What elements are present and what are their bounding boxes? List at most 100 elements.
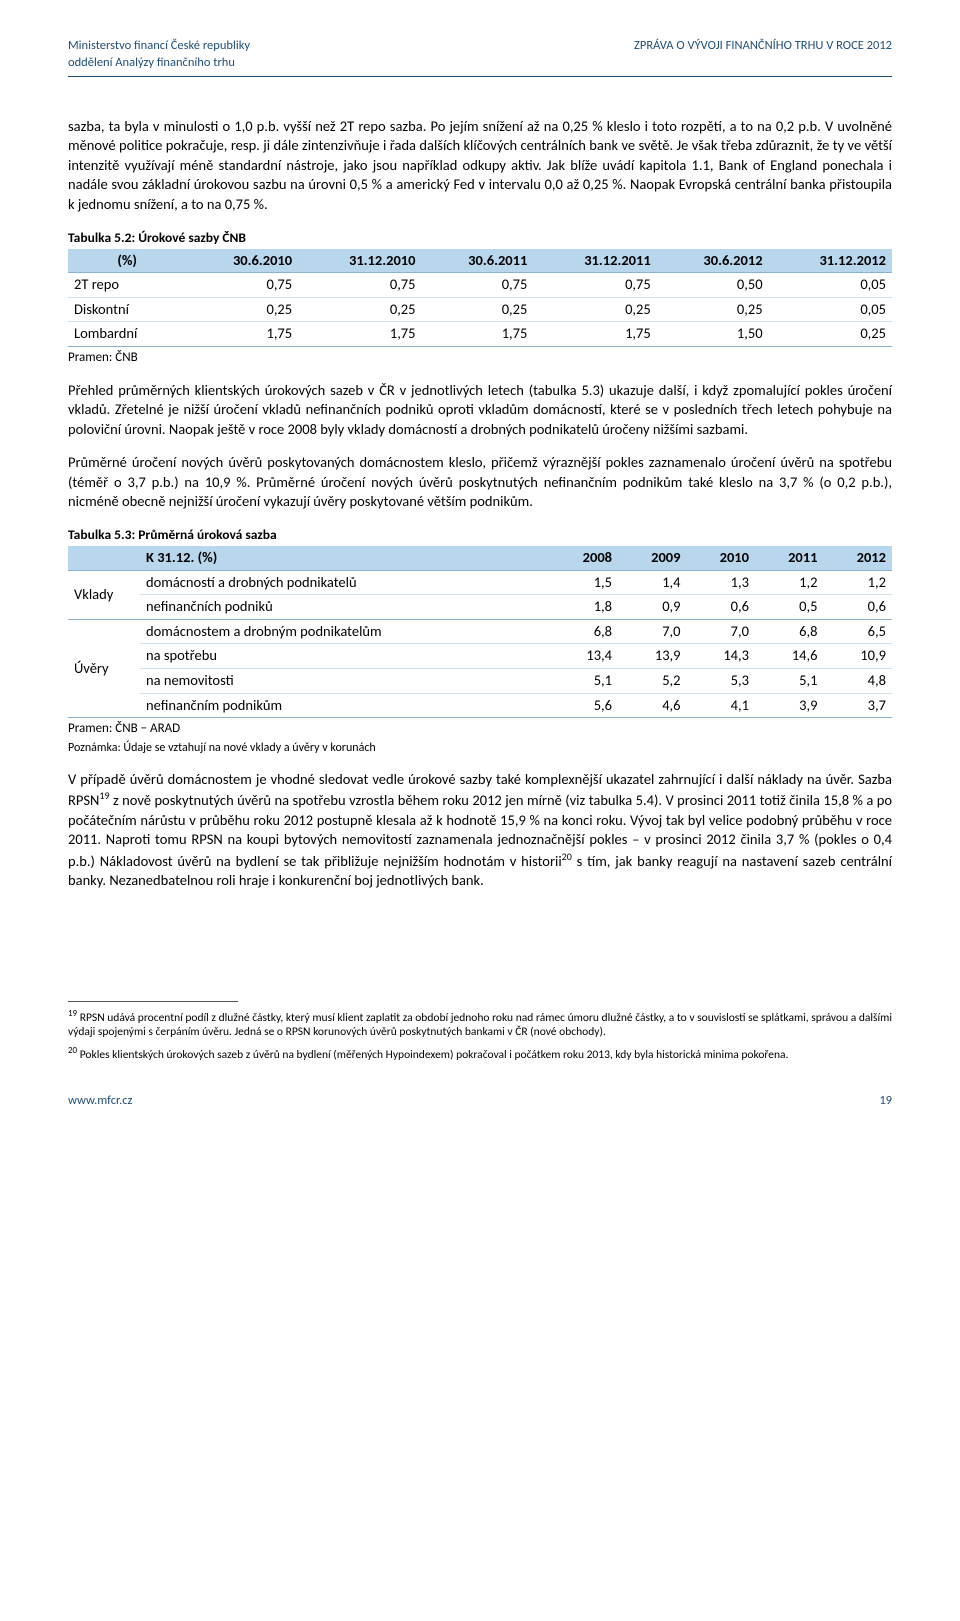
- t53-cell: 6,5: [823, 619, 892, 644]
- t52-cell: 0,05: [769, 273, 892, 298]
- t53-cell: 7,0: [618, 619, 686, 644]
- table-row: na spotřebu 13,4 13,9 14,3 14,6 10,9: [68, 644, 892, 669]
- table-row: na nemovitosti 5,1 5,2 5,3 5,1 4,8: [68, 668, 892, 693]
- t53-cell: 6,8: [755, 619, 823, 644]
- page-header: Ministerstvo financí České republiky odd…: [68, 38, 892, 77]
- footnote-ref-19: 19: [99, 789, 109, 802]
- paragraph-3: Průměrné úročení nových úvěrů poskytovan…: [68, 453, 892, 512]
- table-row: Lombardní 1,75 1,75 1,75 1,75 1,50 0,25: [68, 322, 892, 347]
- t53-cell: 4,6: [618, 693, 686, 718]
- footnote-ref-20: 20: [562, 850, 572, 863]
- t53-cell: 5,2: [618, 668, 686, 693]
- t53-spacer: [68, 546, 140, 570]
- t52-cell: 0,75: [186, 273, 298, 298]
- page-footer: www.mfcr.cz 19: [68, 1093, 892, 1110]
- t52-cell: 1,75: [533, 322, 656, 347]
- table52-col0: (%): [68, 249, 186, 273]
- table52-col4: 31.12.2011: [533, 249, 656, 273]
- t52-r0-label: 2T repo: [68, 273, 186, 298]
- table53-caption: Tabulka 5.3: Průměrná úroková sazba: [68, 526, 892, 544]
- paragraph-1: sazba, ta byla v minulosti o 1,0 p.b. vy…: [68, 117, 892, 215]
- t52-cell: 1,75: [186, 322, 298, 347]
- t52-cell: 1,50: [657, 322, 769, 347]
- t53-col2: 2009: [618, 546, 686, 570]
- t52-r1-label: Diskontní: [68, 297, 186, 322]
- t53-col5: 2012: [823, 546, 892, 570]
- t53-cell: 7,0: [687, 619, 755, 644]
- paragraph-4: V případě úvěrů domácnostem je vhodné sl…: [68, 770, 892, 891]
- table-row: Vklady domácností a drobných podnikatelů…: [68, 570, 892, 595]
- t53-cell: 5,1: [550, 668, 618, 693]
- t53-rowlabel: domácností a drobných podnikatelů: [140, 570, 550, 595]
- t53-cell: 1,8: [550, 595, 618, 620]
- t53-group-vklady: Vklady: [68, 570, 140, 619]
- table-row: Úvěry domácnostem a drobným podnikatelům…: [68, 619, 892, 644]
- footnote-rule: [68, 1001, 238, 1002]
- t52-cell: 1,75: [298, 322, 421, 347]
- header-left-line2: oddělení Analýzy finančního trhu: [68, 55, 250, 72]
- t53-col4: 2011: [755, 546, 823, 570]
- t52-cell: 0,05: [769, 297, 892, 322]
- t53-cell: 1,2: [755, 570, 823, 595]
- t52-cell: 0,75: [422, 273, 534, 298]
- footnote-19: 19 RPSN udává procentní podíl z dlužné č…: [68, 1008, 892, 1040]
- t53-cell: 5,6: [550, 693, 618, 718]
- table-row: Diskontní 0,25 0,25 0,25 0,25 0,25 0,05: [68, 297, 892, 322]
- t52-cell: 0,25: [298, 297, 421, 322]
- t53-cell: 3,9: [755, 693, 823, 718]
- t53-cell: 6,8: [550, 619, 618, 644]
- t52-cell: 0,75: [298, 273, 421, 298]
- table52-col3: 30.6.2011: [422, 249, 534, 273]
- table-52: (%) 30.6.2010 31.12.2010 30.6.2011 31.12…: [68, 249, 892, 347]
- t53-col0: K 31.12. (%): [140, 546, 550, 570]
- table52-caption: Tabulka 5.2: Úrokové sazby ČNB: [68, 229, 892, 247]
- table53-source: Pramen: ČNB − ARAD: [68, 720, 892, 738]
- fn19-num: 19: [68, 1008, 77, 1019]
- t53-cell: 14,6: [755, 644, 823, 669]
- footnote-20: 20 Pokles klientských úrokových sazeb z …: [68, 1045, 892, 1062]
- table-row: nefinančním podnikům 5,6 4,6 4,1 3,9 3,7: [68, 693, 892, 718]
- t53-cell: 0,6: [687, 595, 755, 620]
- fn20-text: Pokles klientských úrokových sazeb z úvě…: [77, 1048, 788, 1062]
- table52-source: Pramen: ČNB: [68, 349, 892, 367]
- t53-rowlabel: na nemovitosti: [140, 668, 550, 693]
- t52-cell: 0,25: [769, 322, 892, 347]
- t52-cell: 0,25: [422, 297, 534, 322]
- t53-cell: 1,3: [687, 570, 755, 595]
- footer-url: www.mfcr.cz: [68, 1093, 132, 1110]
- table53-header-row: K 31.12. (%) 2008 2009 2010 2011 2012: [68, 546, 892, 570]
- t53-rowlabel: domácnostem a drobným podnikatelům: [140, 619, 550, 644]
- paragraph-2: Přehled průměrných klientských úrokových…: [68, 381, 892, 440]
- table-row: nefinančních podniků 1,8 0,9 0,6 0,5 0,6: [68, 595, 892, 620]
- table52-col1: 30.6.2010: [186, 249, 298, 273]
- t53-cell: 4,1: [687, 693, 755, 718]
- t53-cell: 13,9: [618, 644, 686, 669]
- t53-rowlabel: nefinančním podnikům: [140, 693, 550, 718]
- t53-cell: 0,5: [755, 595, 823, 620]
- table-53: K 31.12. (%) 2008 2009 2010 2011 2012 Vk…: [68, 546, 892, 718]
- footer-pagenum: 19: [879, 1093, 892, 1110]
- fn20-num: 20: [68, 1045, 77, 1056]
- t52-cell: 0,50: [657, 273, 769, 298]
- t52-r2-label: Lombardní: [68, 322, 186, 347]
- t53-cell: 5,3: [687, 668, 755, 693]
- fn19-text: RPSN udává procentní podíl z dlužné část…: [68, 1011, 892, 1039]
- t53-cell: 13,4: [550, 644, 618, 669]
- header-left-line1: Ministerstvo financí České republiky: [68, 38, 250, 55]
- t53-cell: 1,4: [618, 570, 686, 595]
- table53-note: Poznámka: Údaje se vztahují na nové vkla…: [68, 740, 892, 756]
- table52-col2: 31.12.2010: [298, 249, 421, 273]
- t53-rowlabel: nefinančních podniků: [140, 595, 550, 620]
- t53-cell: 0,9: [618, 595, 686, 620]
- t53-cell: 1,5: [550, 570, 618, 595]
- t53-cell: 1,2: [823, 570, 892, 595]
- t53-cell: 14,3: [687, 644, 755, 669]
- t52-cell: 0,25: [657, 297, 769, 322]
- footnotes: 19 RPSN udává procentní podíl z dlužné č…: [68, 1001, 892, 1063]
- t53-col1: 2008: [550, 546, 618, 570]
- table-row: 2T repo 0,75 0,75 0,75 0,75 0,50 0,05: [68, 273, 892, 298]
- t52-cell: 0,75: [533, 273, 656, 298]
- t53-group-uvery: Úvěry: [68, 619, 140, 717]
- t52-cell: 0,25: [186, 297, 298, 322]
- t53-col3: 2010: [687, 546, 755, 570]
